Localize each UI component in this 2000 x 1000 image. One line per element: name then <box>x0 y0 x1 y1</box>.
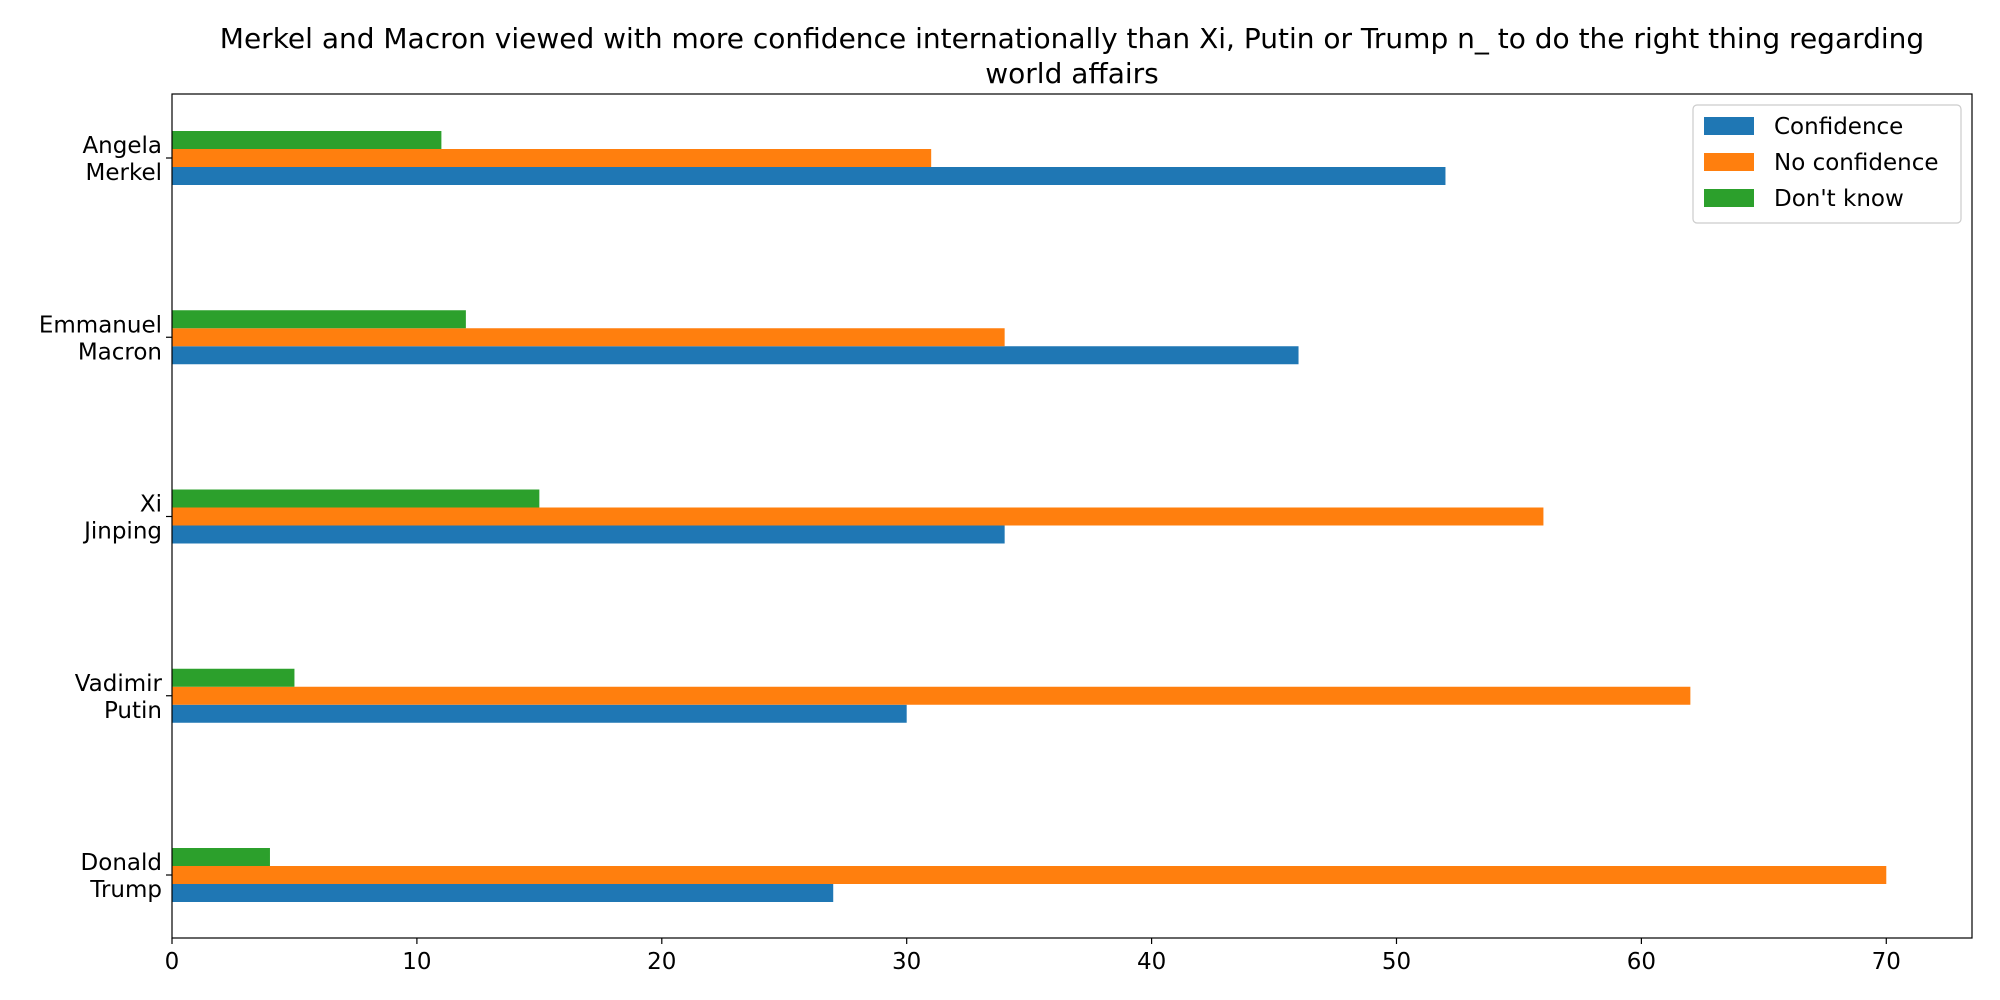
y-tick-label-xi-jinping-2: Jinping <box>82 519 162 545</box>
x-axis: 0 10 20 30 40 50 60 70 <box>165 938 1901 975</box>
x-tick-label-0: 0 <box>165 949 180 975</box>
x-tick-label-50: 50 <box>1382 949 1411 975</box>
y-tick-label-donald-trump-1: Donald <box>81 850 162 876</box>
x-tick-label-70: 70 <box>1872 949 1901 975</box>
y-tick-label-emmanuel-macron-2: Macron <box>78 339 162 365</box>
bar-don-t-know-angela-merkel <box>172 131 442 149</box>
x-tick-label-20: 20 <box>647 949 676 975</box>
y-tick-label-xi-jinping-1: Xi <box>140 492 162 518</box>
bar-confidence-emmanuel-macron <box>172 346 1299 365</box>
legend-label-no-confidence: No confidence <box>1774 150 1939 176</box>
bar-confidence-donald-trump <box>172 884 834 902</box>
y-tick-label-vadimir-putin-2: Putin <box>104 698 162 724</box>
y-tick-label-donald-trump-2: Trump <box>89 877 162 903</box>
bar-don-t-know-vadimir-putin <box>172 668 295 687</box>
y-tick-label-angela-merkel-2: Merkel <box>86 160 163 186</box>
legend-swatch-don-t-know <box>1704 189 1754 207</box>
legend-label-confidence: Confidence <box>1774 114 1903 140</box>
bar-confidence-vadimir-putin <box>172 704 907 723</box>
y-tick-label-emmanuel-macron-1: Emmanuel <box>39 312 162 338</box>
bar-confidence-xi-jinping <box>172 525 1005 544</box>
x-tick-label-60: 60 <box>1627 949 1656 975</box>
bar-confidence-angela-merkel <box>172 167 1446 185</box>
bar-don-t-know-xi-jinping <box>172 489 540 508</box>
legend-frame <box>1692 104 1962 224</box>
bar-no-confidence-angela-merkel <box>172 149 932 167</box>
bar-no-confidence-donald-trump <box>172 866 1887 884</box>
chart-title-line-1: Merkel and Macron viewed with more confi… <box>220 22 1924 55</box>
legend-label-don-t-know: Don't know <box>1774 186 1904 212</box>
legend-swatch-no-confidence <box>1704 153 1754 171</box>
y-tick-label-angela-merkel-1: Angela <box>82 133 162 159</box>
bar-no-confidence-emmanuel-macron <box>172 328 1005 347</box>
bar-don-t-know-donald-trump <box>172 848 270 866</box>
legend-swatch-confidence <box>1704 117 1754 135</box>
legend: Confidence No confidence Don't know <box>1692 104 1962 224</box>
bar-don-t-know-emmanuel-macron <box>172 310 466 329</box>
x-tick-label-40: 40 <box>1137 949 1166 975</box>
x-tick-label-10: 10 <box>402 949 431 975</box>
bars-group <box>172 131 1887 902</box>
chart-title-line-2: world affairs <box>985 57 1158 90</box>
y-tick-label-vadimir-putin-1: Vadimir <box>75 671 163 697</box>
bar-no-confidence-xi-jinping <box>172 507 1544 526</box>
x-tick-label-30: 30 <box>892 949 921 975</box>
bar-no-confidence-vadimir-putin <box>172 686 1691 705</box>
